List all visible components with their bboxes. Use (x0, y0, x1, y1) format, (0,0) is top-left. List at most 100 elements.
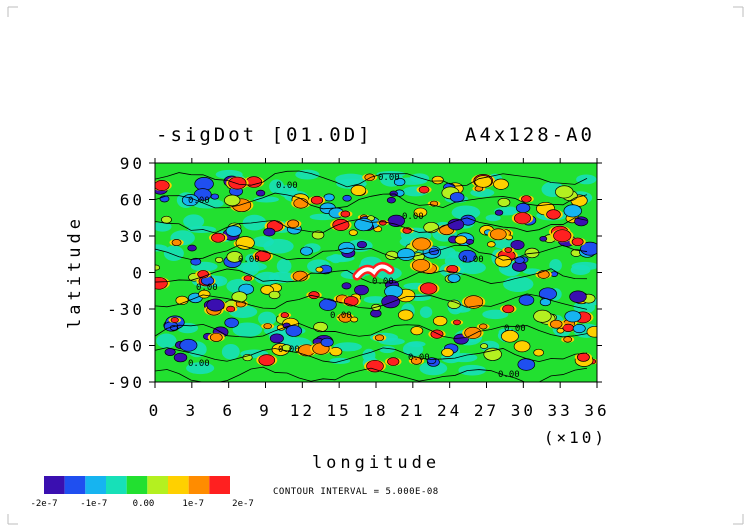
field-cell (226, 251, 243, 263)
contour-label: 0.00 (188, 196, 210, 206)
field-patch (242, 261, 260, 276)
field-cell (502, 247, 515, 253)
x-tick-label: 0 (149, 401, 162, 420)
field-patch (549, 259, 562, 272)
field-cell (173, 352, 188, 363)
field-cell (209, 232, 228, 243)
field-cell (350, 316, 359, 323)
field-patch (362, 348, 376, 362)
x-axis-title: longitude (312, 453, 440, 473)
field-patch (329, 357, 351, 364)
field-cell (447, 273, 461, 283)
field-cell (330, 218, 352, 232)
field-patch (485, 214, 501, 222)
field-cell (580, 241, 597, 256)
zero-contour-line (155, 347, 588, 364)
x-tick-label: 24 (437, 401, 462, 420)
x-tick-label: 18 (363, 401, 388, 420)
field-cell (500, 304, 517, 314)
field-cell (494, 209, 504, 216)
field-patch (419, 361, 448, 376)
field-cell (161, 215, 172, 224)
field-cell (311, 230, 325, 240)
field-cell (533, 309, 552, 323)
field-cell (175, 295, 189, 305)
contour-label: 0.00 (462, 255, 484, 265)
field-patch (450, 353, 478, 363)
contour-field (155, 163, 597, 382)
field-cell (364, 359, 386, 373)
field-cell (168, 317, 181, 324)
field-cell (370, 309, 382, 318)
contour-label: 0.00 (330, 311, 352, 321)
field-cell (315, 266, 324, 273)
field-cell (564, 310, 582, 323)
field-cell (242, 353, 253, 362)
field-cell (224, 305, 238, 313)
contour-label: 0.00 (504, 324, 526, 334)
field-cell (454, 235, 468, 245)
field-cell (458, 249, 477, 263)
field-cell (533, 348, 544, 357)
field-cell (423, 221, 440, 234)
contour-label: 0.00 (196, 283, 218, 293)
field-cell (449, 192, 465, 203)
field-cell (427, 200, 441, 207)
field-cell (261, 323, 275, 330)
field-cell (556, 327, 565, 334)
field-cell (356, 240, 368, 249)
field-cell (416, 185, 432, 194)
field-cell (155, 276, 170, 290)
y-axis-title: latitude (65, 215, 85, 329)
x-tick-label: 9 (259, 401, 272, 420)
field-cell (555, 185, 574, 199)
field-cell (413, 207, 428, 218)
field-patch (379, 345, 396, 354)
field-cell (348, 229, 358, 236)
field-cell (268, 290, 281, 300)
field-cell (513, 340, 531, 353)
field-cell (397, 309, 414, 321)
field-cell (376, 219, 389, 226)
field-cell (518, 195, 534, 203)
field-cell (501, 329, 519, 343)
field-patch (276, 258, 292, 274)
field-cell (483, 347, 502, 361)
field-cell (563, 204, 582, 218)
colorbar-swatch (147, 476, 168, 494)
colorbar-swatch (188, 476, 210, 494)
field-cell (362, 173, 378, 182)
field-cell (269, 333, 284, 344)
field-cell (241, 275, 255, 282)
field-cell (323, 193, 335, 202)
field-cell (210, 193, 220, 200)
field-cell (155, 264, 160, 271)
zero-contour-line (155, 170, 588, 188)
x-tick-label: 27 (474, 401, 499, 420)
field-cell (462, 326, 484, 339)
field-cell (476, 323, 490, 330)
field-cell (431, 175, 444, 185)
field-cell (450, 319, 464, 326)
field-patch (363, 296, 388, 304)
x-tick-label: 3 (186, 401, 199, 420)
field-patch (504, 206, 518, 215)
field-cell (350, 184, 367, 196)
zero-contour-line (155, 244, 588, 261)
field-cell (319, 298, 337, 311)
field-cell (544, 209, 563, 220)
field-cell (263, 227, 276, 237)
x-axis-multiplier: (×10) (544, 428, 607, 447)
field-cell (235, 236, 255, 250)
field-cell (308, 195, 326, 205)
field-cell (226, 176, 249, 190)
field-patch (186, 362, 215, 375)
field-cell (510, 239, 525, 250)
field-patch (335, 173, 367, 185)
field-patch (232, 322, 263, 337)
colorbar-swatch (168, 476, 189, 494)
y-tick-label: -90 (107, 373, 145, 392)
contour-interval-note: CONTOUR INTERVAL = 5.000E-08 (273, 487, 439, 497)
contour-label: 0.00 (498, 370, 520, 380)
